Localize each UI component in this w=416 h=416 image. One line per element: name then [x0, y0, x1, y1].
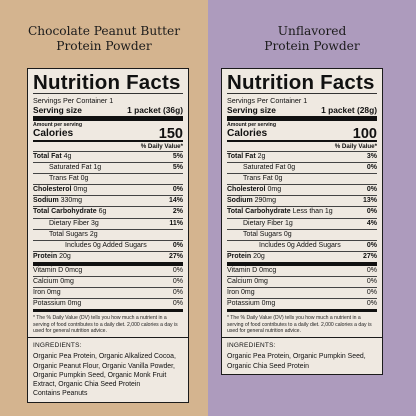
product-title: Chocolate Peanut Butter Protein Powder: [0, 24, 208, 54]
chocolate-product-section: Chocolate Peanut Butter Protein Powder N…: [0, 0, 208, 416]
nutrient-row: Total Carbohydrate 6g 2%: [33, 206, 183, 217]
nutrient-row: Includes 0g Added Sugars 0%: [33, 239, 183, 251]
product-title: Unflavored Protein Powder: [208, 24, 416, 54]
amount-per-serving: Amount per serving: [227, 122, 277, 128]
daily-value-footnote: * The % Daily Value (DV) tells you how m…: [33, 315, 178, 335]
nutrient-rows: Total Fat 4g 5% Saturated Fat 1g 5% Trans …: [33, 151, 183, 309]
nutrient-row: Vitamin D 0mcg 0%: [227, 266, 377, 274]
nutrient-row: Total Fat 4g 5%: [33, 151, 183, 162]
product-title-line2: Protein Powder: [56, 39, 152, 53]
nutrition-facts-title: Nutrition Facts: [33, 71, 181, 94]
nutrient-row: Total Sugars 2g: [33, 228, 183, 240]
ingredients-heading: INGREDIENTS:: [227, 342, 276, 349]
nutrient-row: Trans Fat 0g: [227, 173, 377, 184]
daily-value-footnote: * The % Daily Value (DV) tells you how m…: [227, 315, 372, 335]
ingredients-heading: INGREDIENTS:: [33, 342, 82, 349]
unflavored-product-section: Unflavored Protein Powder Nutrition Fact…: [208, 0, 416, 416]
nutrient-row: Includes 0g Added Sugars 0%: [227, 239, 377, 251]
nutrition-facts-panel: Nutrition Facts Servings Per Container 1…: [221, 68, 383, 341]
nutrient-row: Saturated Fat 1g 5%: [33, 162, 183, 173]
product-title-line2: Protein Powder: [264, 39, 360, 53]
nutrient-row: Calcium 0mg 0%: [33, 276, 183, 287]
ingredients-text: Organic Pea Protein, Organic Alkalized C…: [33, 353, 176, 389]
nutrient-row: Protein 20g 27%: [33, 250, 183, 262]
calories-row: Calories 100: [227, 126, 377, 142]
calories-row: Calories 150: [33, 126, 183, 142]
nutrient-row: Calcium 0mg 0%: [227, 276, 377, 287]
product-title-line1: Chocolate Peanut Butter: [27, 24, 181, 38]
nutrient-row: Vitamin D 0mcg 0%: [33, 266, 183, 274]
nutrient-row: Total Fat 2g 3%: [227, 151, 377, 162]
serving-size: Serving size 1 packet (28g): [227, 105, 377, 115]
nutrient-row: Sodium 290mg 13%: [227, 195, 377, 206]
nutrient-row: Cholesterol 0mg 0%: [33, 184, 183, 195]
nutrient-row: Dietary Fiber 1g 4%: [227, 217, 377, 229]
product-title-line1: Unflavored: [277, 24, 347, 38]
servings-per-container: Servings Per Container 1: [33, 96, 114, 105]
allergen-statement: Contains Peanuts: [33, 390, 88, 398]
daily-value-header: % Daily Value*: [334, 143, 377, 150]
nutrition-facts-title: Nutrition Facts: [227, 71, 375, 94]
nutrient-row: Iron 0mg 0%: [33, 287, 183, 298]
nutrient-row: Dietary Fiber 3g 11%: [33, 217, 183, 229]
serving-size: Serving size 1 packet (36g): [33, 105, 183, 115]
nutrient-row: Sodium 330mg 14%: [33, 195, 183, 206]
nutrient-row: Iron 0mg 0%: [227, 287, 377, 298]
daily-value-header: % Daily Value*: [140, 143, 183, 150]
amount-per-serving: Amount per serving: [33, 122, 83, 128]
nutrient-row: Total Sugars 0g: [227, 228, 377, 240]
ingredients-text: Organic Pea Protein, Organic Pumpkin See…: [227, 353, 366, 370]
ingredients-box: INGREDIENTS: Organic Pea Protein, Organi…: [221, 337, 383, 375]
servings-per-container: Servings Per Container 1: [227, 96, 308, 105]
ingredients-box: INGREDIENTS: Organic Pea Protein, Organi…: [27, 337, 189, 403]
nutrient-row: Cholesterol 0mg 0%: [227, 184, 377, 195]
nutrient-row: Total Carbohydrate Less than 1g 0%: [227, 206, 377, 217]
nutrition-facts-panel: Nutrition Facts Servings Per Container 1…: [27, 68, 189, 341]
nutrient-rows: Total Fat 2g 3% Saturated Fat 0g 0% Trans …: [227, 151, 377, 309]
nutrient-row: Potassium 0mg 0%: [33, 298, 183, 309]
nutrient-row: Protein 20g 27%: [227, 250, 377, 262]
nutrient-row: Potassium 0mg 0%: [227, 298, 377, 309]
nutrient-row: Trans Fat 0g: [33, 173, 183, 184]
nutrient-row: Saturated Fat 0g 0%: [227, 162, 377, 173]
